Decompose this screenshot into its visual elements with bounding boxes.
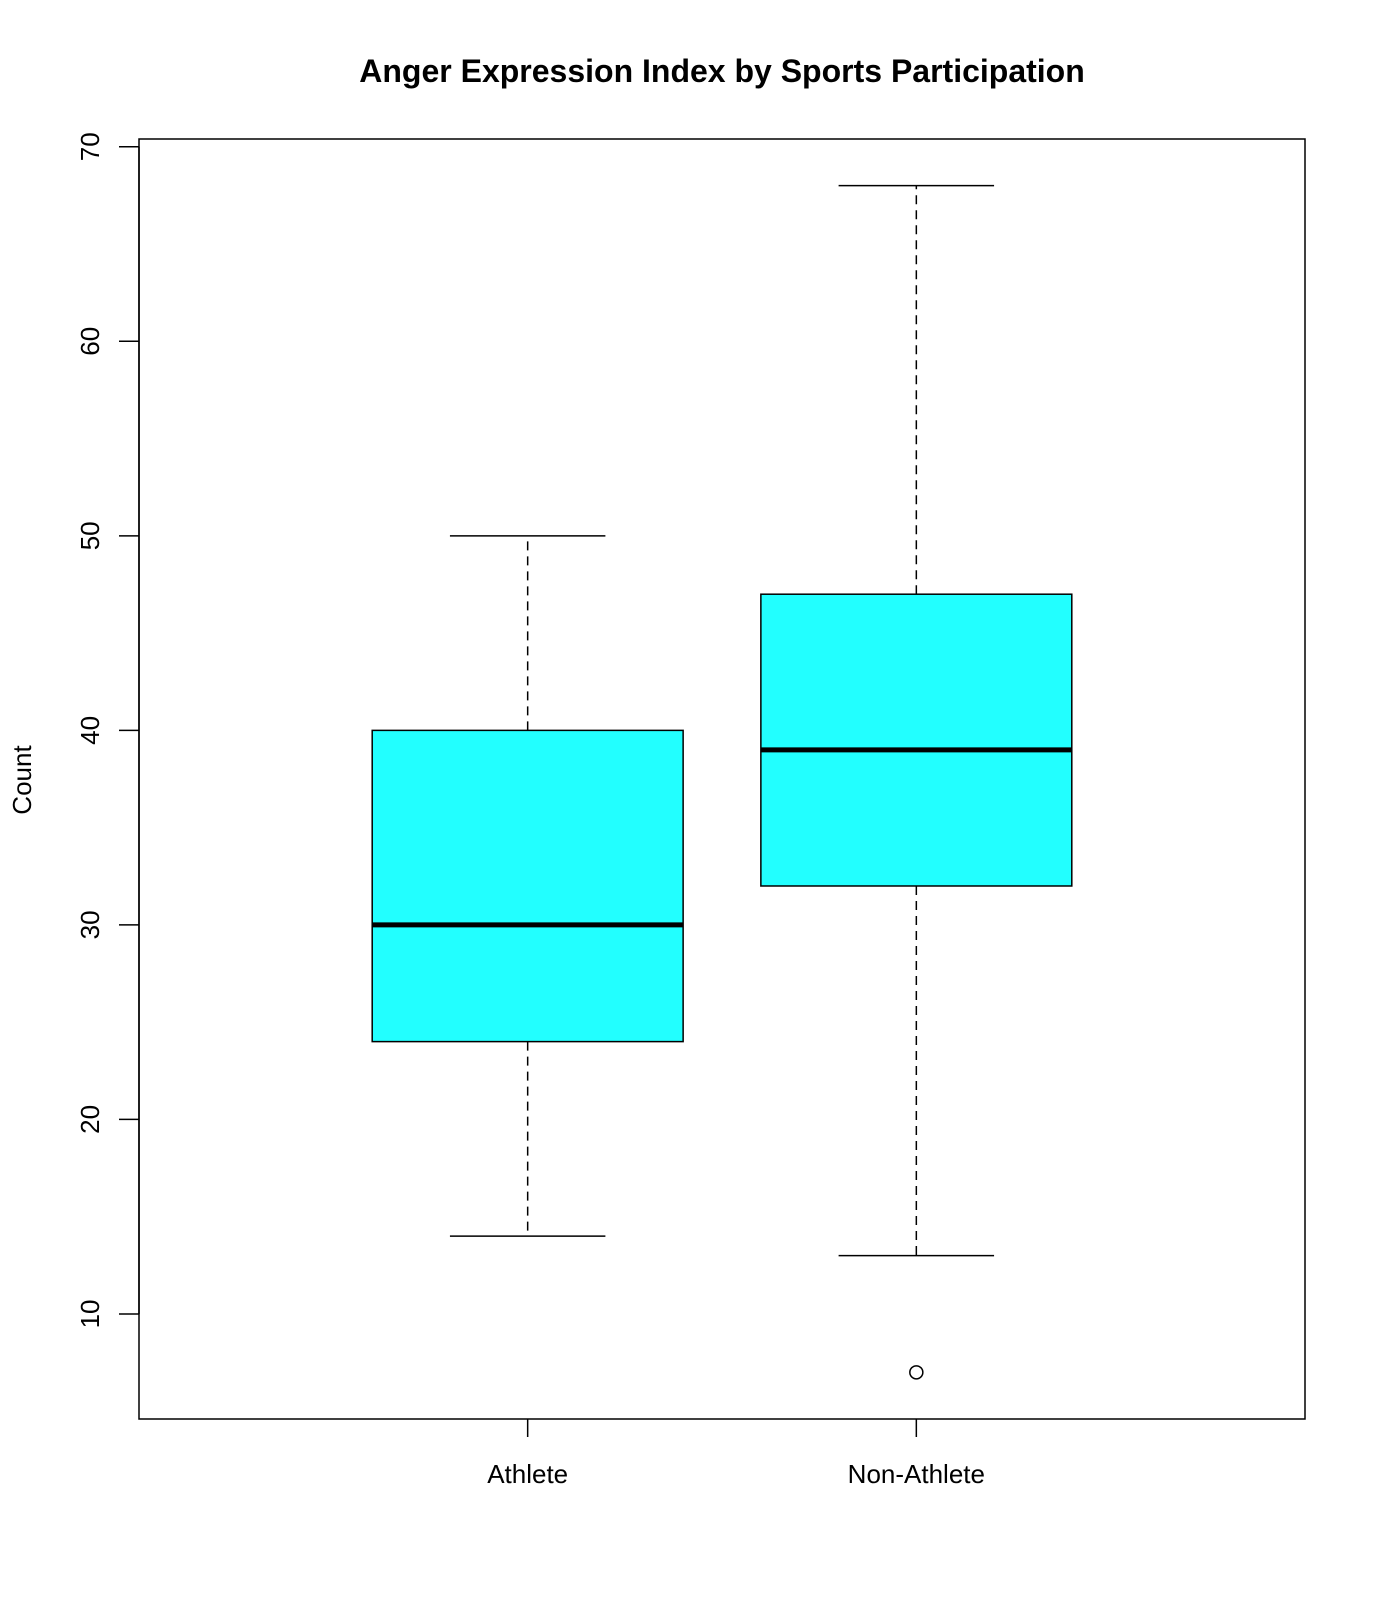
plot-frame (138, 138, 1306, 1420)
y-tick-label: 50 (75, 521, 105, 550)
boxes (371, 184, 1073, 1380)
y-axis: 10 20 30 40 50 60 70 (75, 132, 140, 1328)
iqr-box (371, 729, 684, 1043)
box-non-athlete (760, 184, 1073, 1380)
y-tick-label: 10 (75, 1299, 105, 1328)
box-athlete (371, 535, 684, 1237)
y-tick-label: 30 (75, 910, 105, 939)
y-tick-label: 20 (75, 1105, 105, 1134)
x-axis: Athlete Non-Athlete (487, 1419, 985, 1489)
outlier-point (909, 1365, 924, 1380)
iqr-box (760, 593, 1073, 887)
chart-title: Anger Expression Index by Sports Partici… (359, 53, 1085, 89)
y-tick-label: 60 (75, 327, 105, 356)
x-tick-label: Non-Athlete (848, 1459, 985, 1489)
y-tick-label: 70 (75, 132, 105, 161)
y-tick-label: 40 (75, 716, 105, 745)
y-axis-label: Count (7, 745, 37, 815)
x-tick-label: Athlete (487, 1459, 568, 1489)
